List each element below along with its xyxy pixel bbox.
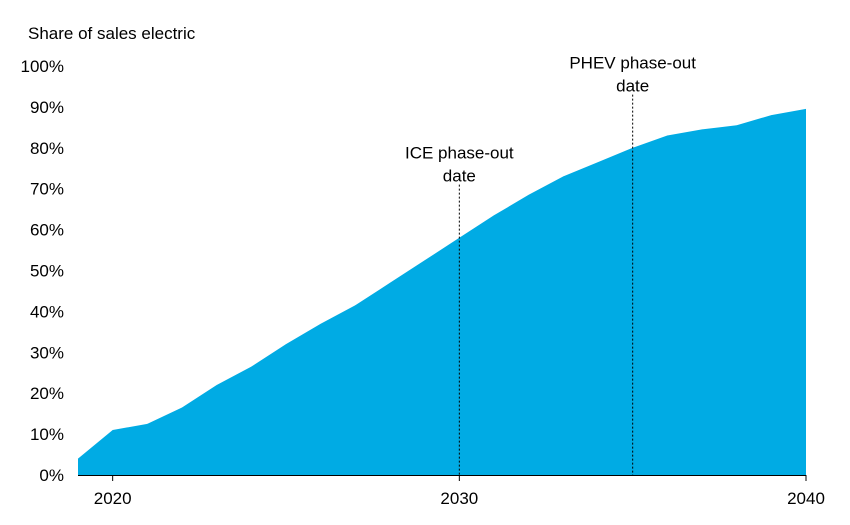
y-tick-labels: 0% 10% 20% 30% 40% 50% 60% 70% 80% 90% 100%	[21, 57, 64, 485]
y-tick-label: 80%	[30, 139, 64, 158]
y-tick-label: 100%	[21, 57, 64, 76]
y-tick-label: 0%	[39, 466, 64, 485]
annotation-label: PHEV phase-out	[569, 54, 696, 73]
y-tick-label: 90%	[30, 98, 64, 117]
y-tick-label: 50%	[30, 262, 64, 281]
series-area	[78, 108, 806, 476]
y-tick-label: 30%	[30, 343, 64, 362]
x-tick-label: 2030	[440, 489, 478, 508]
annotation-label: date	[616, 77, 649, 96]
annotation-layer: ICE phase-out date PHEV phase-out date	[405, 54, 696, 475]
annotation-label: ICE phase-out	[405, 144, 514, 163]
x-tick-label: 2020	[94, 489, 132, 508]
y-tick-label: 10%	[30, 425, 64, 444]
annotation-label: date	[443, 167, 476, 186]
x-tick-label: 2040	[787, 489, 825, 508]
y-tick-label: 20%	[30, 384, 64, 403]
y-tick-label: 60%	[30, 221, 64, 240]
y-tick-label: 70%	[30, 180, 64, 199]
series-area-layer	[77, 108, 807, 476]
x-axis: 2020 2030 2040	[78, 475, 825, 508]
y-tick-label: 40%	[30, 302, 64, 321]
y-axis-label: Share of sales electric	[28, 24, 196, 43]
